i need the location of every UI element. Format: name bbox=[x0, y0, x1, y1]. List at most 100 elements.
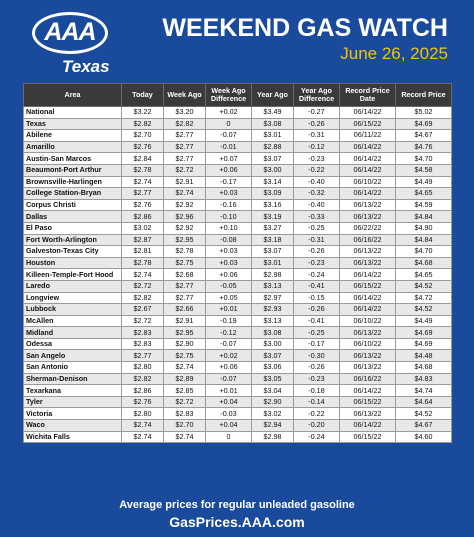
table-cell: -0.03 bbox=[205, 407, 252, 421]
column-header: Area bbox=[23, 83, 122, 107]
table-cell: -0.18 bbox=[293, 384, 340, 397]
table-cell: $2.66 bbox=[163, 303, 206, 316]
table-cell: $2.78 bbox=[121, 163, 164, 177]
table-cell: 06/15/22 bbox=[339, 395, 396, 409]
table-cell: $2.87 bbox=[121, 233, 164, 247]
logo-oval-icon bbox=[32, 12, 108, 54]
table-cell: $2.74 bbox=[121, 175, 164, 189]
table-cell: 06/10/22 bbox=[339, 314, 396, 328]
table-cell: +0.05 bbox=[205, 291, 252, 305]
table-cell: $4.69 bbox=[395, 117, 452, 131]
table-row: Austin-San Marcos $2.84 $2.77 +0.07 $3.07 -0.… bbox=[23, 152, 452, 165]
area-name-cell: National bbox=[23, 106, 122, 119]
header: AAA Texas WEEKEND GAS WATCH June 26, 202… bbox=[0, 0, 474, 82]
area-name-cell: Houston bbox=[23, 256, 122, 270]
area-name-cell: Texarkana bbox=[23, 384, 122, 397]
area-name-cell: McAllen bbox=[23, 314, 122, 328]
table-cell: $2.72 bbox=[163, 395, 206, 409]
table-cell: $2.93 bbox=[251, 303, 294, 316]
table-cell: 06/13/22 bbox=[339, 326, 396, 339]
table-row: El Paso $3.02 $2.92 +0.10 $3.27 -0.25 06/22/22… bbox=[23, 221, 452, 235]
table-cell: $3.22 bbox=[121, 106, 164, 119]
table-cell: -0.41 bbox=[293, 279, 340, 293]
table-cell: $4.83 bbox=[395, 372, 452, 386]
table-cell: 06/14/22 bbox=[339, 268, 396, 281]
table-row: Midland $2.83 $2.95 -0.12 $3.08 -0.25 06/13/22… bbox=[23, 326, 452, 339]
table-cell: $2.82 bbox=[121, 117, 164, 131]
table-cell: 06/13/22 bbox=[339, 349, 396, 363]
table-cell: 06/16/22 bbox=[339, 372, 396, 386]
area-name-cell: Dallas bbox=[23, 210, 122, 223]
table-cell: 06/13/22 bbox=[339, 407, 396, 421]
table-cell: $2.95 bbox=[163, 326, 206, 339]
table-cell: $2.96 bbox=[163, 210, 206, 223]
table-cell: -0.23 bbox=[293, 152, 340, 165]
table-cell: $4.76 bbox=[395, 140, 452, 154]
footer-caption: Average prices for regular unleaded gaso… bbox=[119, 499, 355, 511]
area-name-cell: Sherman-Denison bbox=[23, 372, 122, 386]
table-cell: $4.70 bbox=[395, 152, 452, 165]
area-name-cell: Killeen-Temple-Fort Hood bbox=[23, 268, 122, 281]
table-row: San Antonio $2.80 $2.74 +0.06 $3.06 -0.26 06/1… bbox=[23, 361, 452, 374]
table-cell: $4.68 bbox=[395, 361, 452, 374]
table-cell: -0.17 bbox=[293, 337, 340, 351]
table-cell: $3.08 bbox=[251, 326, 294, 339]
table-cell: $2.72 bbox=[121, 314, 164, 328]
table-cell: $4.52 bbox=[395, 303, 452, 316]
area-name-cell: San Angelo bbox=[23, 349, 122, 363]
table-row: Sherman-Denison $2.82 $2.89 -0.07 $3.05 -0.23… bbox=[23, 372, 452, 386]
column-header: Week Ago bbox=[163, 83, 206, 107]
table-cell: 06/14/22 bbox=[339, 419, 396, 432]
table-cell: $2.82 bbox=[163, 117, 206, 131]
table-row: College Station-Bryan $2.77 $2.74 +0.03 $3.0… bbox=[23, 187, 452, 200]
table-cell: -0.25 bbox=[293, 221, 340, 235]
table-cell: 0 bbox=[205, 117, 252, 131]
table-cell: +0.07 bbox=[205, 152, 252, 165]
table-cell: $2.83 bbox=[163, 407, 206, 421]
area-name-cell: Abilene bbox=[23, 129, 122, 142]
table-cell: $2.68 bbox=[163, 268, 206, 281]
table-cell: $2.74 bbox=[163, 361, 206, 374]
table-cell: $2.75 bbox=[163, 256, 206, 270]
table-cell: $3.13 bbox=[251, 279, 294, 293]
table-cell: $4.48 bbox=[395, 349, 452, 363]
table-cell: $3.01 bbox=[251, 256, 294, 270]
table-cell: -0.05 bbox=[205, 279, 252, 293]
table-cell: +0.04 bbox=[205, 419, 252, 432]
table-cell: +0.03 bbox=[205, 187, 252, 200]
table-cell: 06/15/22 bbox=[339, 279, 396, 293]
table-row: Brownsville-Harlingen $2.74 $2.91 -0.17 $3.1… bbox=[23, 175, 452, 189]
table-cell: -0.19 bbox=[205, 314, 252, 328]
table-cell: $2.74 bbox=[163, 430, 206, 444]
table-cell: $4.90 bbox=[395, 221, 452, 235]
table-body: National $3.22 $3.20 +0.02 $3.49 -0.27 06/14/2… bbox=[23, 106, 452, 444]
table-cell: $2.90 bbox=[251, 395, 294, 409]
table-cell: $4.84 bbox=[395, 233, 452, 247]
table-cell: $4.65 bbox=[395, 268, 452, 281]
table-cell: -0.33 bbox=[293, 210, 340, 223]
area-name-cell: Brownsville-Harlingen bbox=[23, 175, 122, 189]
table-cell: 06/14/22 bbox=[339, 152, 396, 165]
table-cell: $3.27 bbox=[251, 221, 294, 235]
table-cell: $2.88 bbox=[251, 140, 294, 154]
gas-price-table: Area Today Week Ago Week Ago Difference Year… bbox=[23, 83, 452, 444]
table-cell: $3.08 bbox=[251, 117, 294, 131]
table-row: San Angelo $2.77 $2.75 +0.02 $3.07 -0.30 06/13… bbox=[23, 349, 452, 363]
table-cell: $3.04 bbox=[251, 384, 294, 397]
table-cell: -0.22 bbox=[293, 407, 340, 421]
table-cell: $3.14 bbox=[251, 175, 294, 189]
table-cell: +0.02 bbox=[205, 106, 252, 119]
table-cell: $2.86 bbox=[121, 384, 164, 397]
table-cell: $2.82 bbox=[121, 372, 164, 386]
table-cell: -0.12 bbox=[293, 140, 340, 154]
logo-text: AAA bbox=[44, 18, 96, 46]
table-cell: $3.01 bbox=[251, 129, 294, 142]
footer-website-link[interactable]: GasPrices.AAA.com bbox=[169, 514, 305, 530]
table-cell: $2.70 bbox=[121, 129, 164, 142]
table-cell: -0.20 bbox=[293, 419, 340, 432]
table-cell: 06/13/22 bbox=[339, 256, 396, 270]
area-name-cell: Victoria bbox=[23, 407, 122, 421]
table-row: Killeen-Temple-Fort Hood $2.74 $2.68 +0.06 $… bbox=[23, 268, 452, 281]
table-cell: 06/14/22 bbox=[339, 303, 396, 316]
table-cell: $2.72 bbox=[121, 279, 164, 293]
